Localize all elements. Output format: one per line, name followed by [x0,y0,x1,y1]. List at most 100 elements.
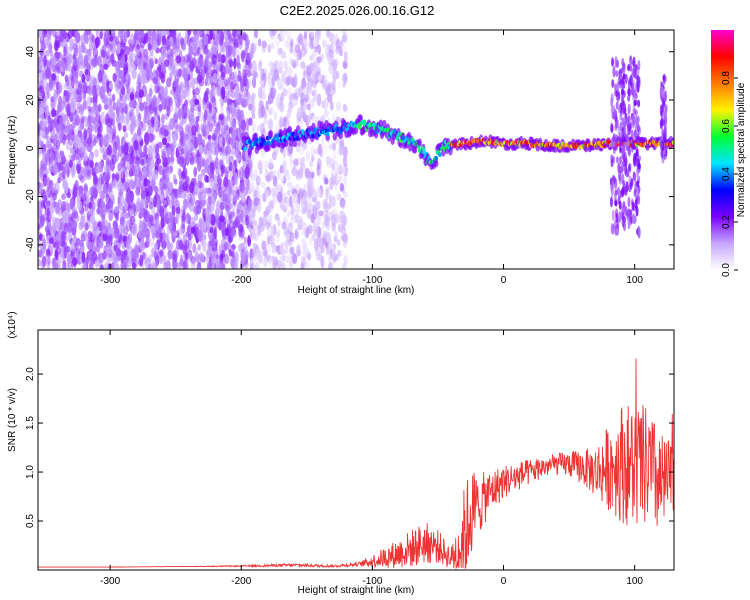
heatmap-cell [101,137,106,144]
heatmap-cell [321,80,327,90]
heatmap-cell [177,32,182,45]
heatmap-cell [158,33,163,40]
heatmap-cell [111,173,116,180]
heatmap-cell [218,244,223,255]
heatmap-cell [87,87,93,94]
heatmap-cell [272,169,277,177]
heatmap-cell [78,129,83,138]
heatmap-cell [207,36,212,45]
heatmap-cell [48,80,53,91]
heatmap-cell [624,206,628,217]
heatmap-cell [133,132,138,140]
heatmap-cell [630,143,634,153]
heatmap-cell [303,200,308,214]
heatmap-cell [211,53,217,65]
heatmap-cell [146,119,152,126]
heatmap-cell [228,235,232,244]
heatmap-cell [306,208,312,220]
heatmap-cell [84,256,89,268]
heatmap-cell [140,237,145,249]
heatmap-cell [323,97,328,111]
heatmap-cell [251,120,256,132]
heatmap-cell [60,230,66,237]
heatmap-cell [204,187,209,194]
heatmap-cell [262,159,268,171]
heatmap-cell [322,72,328,80]
heatmap-cell [152,105,158,113]
heatmap-cell [325,186,331,196]
heatmap-cell [331,195,336,208]
heatmap-cell [261,240,266,250]
heatmap-cell [210,115,216,128]
heatmap-cell [325,246,330,255]
heatmap-cell [111,30,115,35]
heatmap-cell [257,250,263,264]
heatmap-cell [224,55,229,66]
heatmap-cell [50,150,56,161]
heatmap-cell [148,217,153,229]
heatmap-cell [152,94,157,107]
heatmap-cell [288,195,293,208]
heatmap-cell [46,30,52,41]
heatmap-cell [197,56,203,65]
heatmap-cell [236,109,242,121]
heatmap-cell [206,65,212,75]
heatmap-cell [163,129,169,137]
heatmap-cell [286,210,291,217]
heatmap-cell [156,86,161,94]
heatmap-cell [204,110,208,120]
heatmap-cell [71,104,77,113]
heatmap-cell [127,55,133,65]
heatmap-cell [80,220,84,230]
heatmap-cell [44,151,50,163]
heatmap-cell [60,30,66,37]
heatmap-cell [620,88,624,96]
heatmap-cell [66,253,72,265]
heatmap-cell [90,97,96,104]
heatmap-cell [119,158,124,165]
heatmap-cell [128,61,132,73]
heatmap-cell [186,33,191,47]
heatmap-cell [215,166,220,175]
heatmap-cell [308,238,313,246]
heatmap-cell [325,131,330,137]
heatmap-cell [135,186,141,196]
heatmap-cell [206,122,211,135]
heatmap-cell [218,113,224,121]
heatmap-cell [225,153,231,165]
heatmap-cell [128,62,134,75]
heatmap-cell [637,79,641,88]
heatmap-cell [257,61,262,72]
heatmap-cell [332,206,337,214]
heatmap-cell [634,69,638,80]
heatmap-cell [622,121,626,130]
heatmap-cell [272,223,277,237]
heatmap-cell [243,146,247,152]
heatmap-cell [263,119,269,126]
heatmap-cell [331,243,337,252]
heatmap-cell [629,59,633,66]
heatmap-cell [191,125,197,136]
heatmap-cell [259,233,264,241]
heatmap-cell [208,148,213,156]
heatmap-cell [68,232,73,242]
heatmap-cell [41,74,47,86]
heatmap-cell [197,244,201,251]
heatmap-cell [103,35,107,47]
heatmap-cell [152,170,159,181]
heatmap-cell [186,176,190,185]
heatmap-cell [47,115,52,127]
heatmap-cell [257,159,263,171]
heatmap-cell [324,177,329,185]
heatmap-cell [268,158,273,168]
heatmap-cell [194,255,199,263]
heatmap-cell [296,249,301,256]
heatmap-cell [627,63,631,71]
heatmap-cell [343,191,349,198]
heatmap-cell [322,144,328,155]
heatmap-cell [207,134,212,141]
heatmap-cell [43,194,48,203]
heatmap-cell [128,250,134,260]
heatmap-cell [160,72,166,84]
heatmap-cell [241,251,246,264]
